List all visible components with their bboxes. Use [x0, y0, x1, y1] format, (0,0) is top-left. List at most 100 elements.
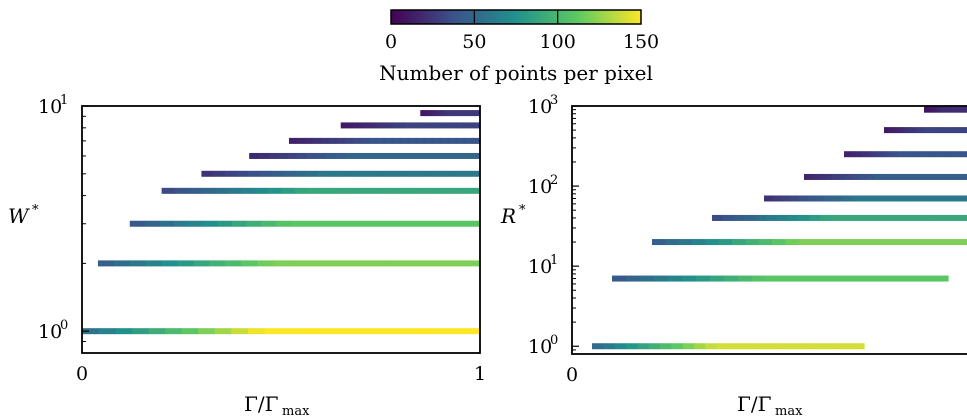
y-tick-label-exp: 3: [550, 93, 558, 108]
heatmap-band-cell: [287, 152, 298, 159]
heatmap-band-cell: [637, 343, 650, 350]
heatmap-band-cell: [433, 170, 446, 177]
heatmap-band-cell: [462, 110, 466, 117]
heatmap-band-cell: [164, 328, 183, 335]
heatmap-band-cell: [902, 173, 910, 180]
y-tick-label-exp: 1: [550, 253, 558, 268]
heatmap-band-cell: [264, 328, 282, 335]
heatmap-band-cell: [329, 170, 342, 177]
heatmap-band-cell: [876, 195, 886, 202]
y-tick-label-exp: 0: [60, 318, 68, 333]
y-tick-label: 10: [528, 336, 552, 358]
heatmap-band-cell: [424, 137, 433, 144]
heatmap-band-cell: [750, 343, 763, 350]
heatmap-band-cell: [467, 110, 471, 117]
heatmap-band-cell: [958, 106, 961, 113]
heatmap-band-cell: [920, 195, 930, 202]
heatmap-band-cell: [852, 343, 865, 350]
heatmap-band-cell: [464, 137, 473, 144]
heatmap-band-cell: [852, 214, 865, 221]
heatmap-band-cell: [198, 328, 216, 335]
heatmap-band-cell: [440, 137, 449, 144]
heatmap-band-cell: [923, 173, 931, 180]
right-heatmap-bands: [592, 106, 967, 350]
heatmap-band-cell: [928, 195, 938, 202]
heatmap-band-cell: [352, 122, 359, 129]
heatmap-band-cell: [148, 328, 166, 335]
heatmap-band-cell: [368, 137, 378, 144]
heatmap-band-cell: [374, 152, 385, 159]
heatmap-band-cell: [932, 106, 935, 113]
heatmap-band-cell: [945, 151, 952, 158]
heatmap-band-cell: [733, 214, 746, 221]
heatmap-band-cell: [317, 170, 330, 177]
heatmap-band-cell: [347, 328, 365, 335]
heatmap-band-cell: [892, 151, 898, 158]
heatmap-band-cell: [908, 151, 914, 158]
heatmap-band-cell: [956, 106, 959, 113]
heatmap-band-cell: [830, 343, 842, 350]
heatmap-band-cell: [466, 187, 481, 194]
heatmap-band-cell: [161, 260, 179, 267]
heatmap-band-cell: [435, 110, 439, 117]
heatmap-band-cell: [306, 152, 318, 159]
heatmap-band-cell: [437, 110, 441, 117]
heatmap-band-cell: [654, 275, 669, 282]
heatmap-band-cell: [836, 275, 851, 282]
heatmap-band-cell: [144, 220, 160, 227]
heatmap-band-cell: [281, 328, 299, 335]
heatmap-band-cell: [436, 220, 452, 227]
heatmap-band-cell: [347, 187, 362, 194]
heatmap-band-cell: [241, 187, 256, 194]
heatmap-band-cell: [909, 127, 914, 134]
heatmap-band-cell: [462, 122, 469, 129]
heatmap-band-cell: [902, 195, 912, 202]
heatmap-band-cell: [790, 195, 800, 202]
heatmap-band-cell: [412, 152, 423, 159]
heatmap-band-cell: [236, 170, 249, 177]
heatmap-band-cell: [710, 275, 725, 282]
heatmap-band-cell: [865, 151, 872, 158]
heatmap-band-cell: [304, 137, 314, 144]
heatmap-band-cell: [950, 106, 953, 113]
heatmap-band-cell: [441, 152, 452, 159]
x-tick-label: 0: [566, 364, 578, 386]
heatmap-band-cell: [944, 106, 947, 113]
x-tick-label: 1: [474, 363, 486, 385]
heatmap-band-cell: [346, 122, 353, 129]
heatmap-band-cell: [939, 127, 944, 134]
heatmap-band-cell: [787, 214, 800, 221]
heatmap-band-cell: [320, 187, 335, 194]
heatmap-band-cell: [202, 220, 218, 227]
heatmap-band-cell: [885, 195, 895, 202]
heatmap-band-cell: [472, 110, 476, 117]
heatmap-band-cell: [878, 239, 893, 246]
heatmap-band-cell: [722, 214, 735, 221]
heatmap-band-cell: [375, 122, 382, 129]
heatmap-band-cell: [158, 220, 175, 227]
heatmap-band-cell: [884, 127, 889, 134]
heatmap-band-cell: [334, 187, 348, 194]
heatmap-band-cell: [445, 110, 449, 117]
heatmap-band-cell: [944, 173, 952, 180]
heatmap-band-cell: [936, 106, 939, 113]
heatmap-band-cell: [951, 173, 959, 180]
heatmap-band-cell: [129, 220, 145, 227]
heatmap-band-cell: [360, 187, 375, 194]
heatmap-band-cell: [364, 152, 375, 159]
heatmap-band-cell: [209, 260, 226, 267]
y-tick-label: 10: [528, 96, 552, 118]
heatmap-band-cell: [718, 239, 733, 246]
heatmap-band-cell: [874, 173, 882, 180]
heatmap-band-cell: [249, 152, 260, 159]
heatmap-band-cell: [844, 151, 850, 158]
heatmap-band-cell: [863, 214, 876, 221]
left-heatmap-bands: [82, 110, 481, 335]
heatmap-band-cell: [961, 214, 967, 221]
heatmap-band-cell: [421, 122, 429, 129]
heatmap-band-cell: [381, 122, 388, 129]
heatmap-band-cell: [392, 220, 408, 227]
heatmap-band-cell: [906, 275, 921, 282]
heatmap-band-cell: [281, 187, 295, 194]
